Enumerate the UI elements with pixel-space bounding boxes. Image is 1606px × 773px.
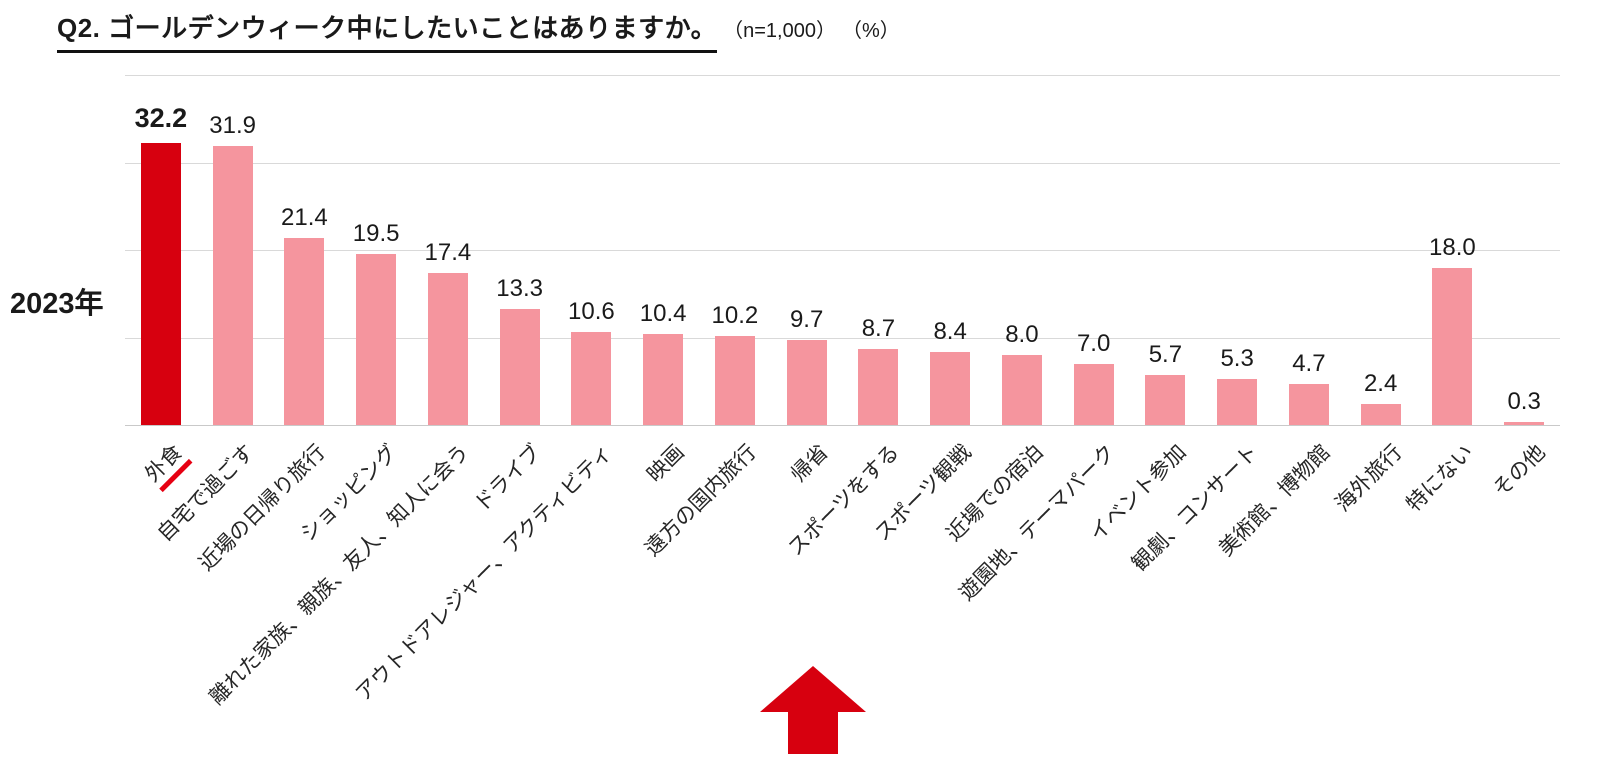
series-year-label: 2023年 (10, 288, 104, 320)
percent-unit-label: （%） (841, 20, 900, 42)
bar-14 (1145, 375, 1186, 425)
x-axis-label-text: 映画 (642, 440, 689, 487)
bar-1 (212, 145, 253, 425)
gridline-10 (125, 337, 1560, 339)
chart-title-text: Q2. ゴールデンウィーク中にしたいことはありますか。 (57, 8, 718, 53)
bar-12 (1001, 355, 1042, 425)
value-label-6: 10.6 (568, 298, 615, 326)
value-label-12: 8.0 (1005, 321, 1039, 348)
value-label-19: 0.3 (1507, 388, 1541, 416)
value-label-3: 19.5 (352, 220, 400, 248)
x-axis-label-text: 帰省 (786, 440, 833, 487)
gridline-40 (125, 75, 1560, 76)
bar-15 (1217, 378, 1258, 425)
value-label-14: 5.7 (1148, 341, 1183, 369)
gridline-20 (125, 250, 1560, 251)
red-up-arrow-shape (760, 666, 866, 754)
value-label-15: 5.3 (1220, 344, 1254, 372)
chart-title: Q2. ゴールデンウィーク中にしたいことはありますか。 （n=1,000） （%… (57, 8, 900, 53)
bar-18 (1432, 267, 1473, 425)
bar-7 (643, 334, 684, 425)
value-label-13: 7.0 (1076, 329, 1111, 357)
value-label-18: 18.0 (1429, 233, 1476, 261)
bar-8 (714, 335, 755, 425)
red-up-arrow-icon (760, 666, 866, 754)
bar-2 (284, 237, 325, 425)
bar-10 (858, 348, 899, 425)
value-label-17: 2.4 (1363, 370, 1398, 397)
value-label-11: 8.4 (933, 317, 967, 345)
value-label-9: 9.7 (789, 306, 824, 334)
bar-19 (1504, 422, 1545, 425)
bar-3 (356, 254, 397, 425)
value-label-1: 31.9 (209, 111, 256, 139)
value-label-0: 32.2 (134, 103, 188, 134)
bar-16 (1288, 383, 1329, 425)
bar-11 (930, 351, 971, 425)
value-label-8: 10.2 (711, 301, 759, 329)
value-label-5: 13.3 (496, 274, 543, 302)
gridline-0 (125, 425, 1560, 426)
value-label-2: 21.4 (281, 203, 328, 231)
bar-13 (1073, 363, 1114, 425)
bar-0 (140, 143, 181, 425)
bar-6 (571, 332, 612, 425)
sample-size-label: （n=1,000） (723, 20, 836, 42)
gridline-30 (125, 162, 1560, 164)
x-axis-label-text: 外食 (140, 440, 193, 493)
bar-9 (786, 340, 827, 425)
value-label-4: 17.4 (424, 238, 472, 266)
bar-5 (499, 308, 540, 425)
value-label-16: 4.7 (1292, 349, 1326, 377)
bar-4 (427, 272, 468, 425)
x-axis-label-text: その他 (1489, 440, 1550, 502)
value-label-7: 10.4 (639, 300, 687, 327)
value-label-10: 8.7 (861, 314, 896, 342)
bar-17 (1360, 404, 1401, 425)
plot-area: 32.2 31.9 21.4 19.5 17.4 13.3 10.6 10.4 10.2 9.7 8… (125, 75, 1560, 426)
